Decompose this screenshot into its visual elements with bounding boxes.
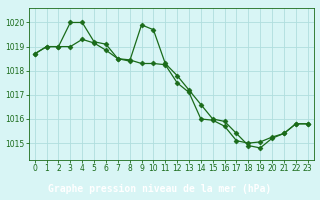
Text: Graphe pression niveau de la mer (hPa): Graphe pression niveau de la mer (hPa): [48, 183, 272, 194]
